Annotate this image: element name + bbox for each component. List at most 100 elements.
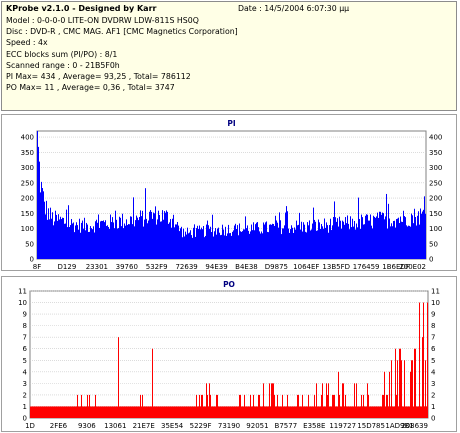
po-bar bbox=[32, 406, 33, 418]
po-bar bbox=[94, 406, 95, 418]
pi-bar bbox=[299, 212, 300, 259]
pi-bar bbox=[288, 228, 289, 259]
pi-bar bbox=[220, 235, 221, 259]
pi-bar bbox=[406, 225, 407, 259]
pi-bar bbox=[355, 229, 356, 259]
pi-bar bbox=[289, 232, 290, 259]
po-bar bbox=[393, 406, 394, 418]
po-chart-title: PO bbox=[223, 280, 235, 289]
pi-xtick: 8F bbox=[33, 263, 41, 270]
pi-bar bbox=[216, 234, 217, 259]
pi-bar bbox=[121, 226, 122, 259]
po-bar bbox=[245, 406, 246, 418]
po-bar bbox=[320, 406, 321, 418]
po-xtick: B7577 bbox=[275, 422, 298, 430]
pi-ytick-right: 250 bbox=[429, 179, 442, 187]
po-bar bbox=[291, 406, 292, 418]
po-bar bbox=[114, 406, 115, 418]
pi-bar bbox=[128, 224, 129, 259]
po-bar bbox=[130, 406, 131, 418]
po-ytick-left: 11 bbox=[18, 288, 27, 296]
pi-bar bbox=[200, 229, 201, 259]
po-bar bbox=[310, 406, 311, 418]
po-bar bbox=[36, 406, 37, 418]
po-bar bbox=[228, 406, 229, 418]
po-bar bbox=[217, 394, 218, 418]
pi-bar bbox=[284, 225, 285, 259]
pi-bar bbox=[388, 203, 389, 259]
pi-bar bbox=[166, 210, 167, 259]
pi-bar bbox=[47, 219, 48, 259]
pi-bar bbox=[114, 228, 115, 259]
pi-bar bbox=[297, 225, 298, 259]
pi-bar bbox=[131, 216, 132, 259]
po-bar bbox=[63, 406, 64, 418]
pi-bar bbox=[379, 211, 380, 259]
po-bar bbox=[365, 406, 366, 418]
pi-bar bbox=[333, 216, 334, 259]
po-bar bbox=[225, 406, 226, 418]
po-bar bbox=[103, 406, 104, 418]
pi-bar bbox=[267, 231, 268, 259]
po-bar bbox=[406, 406, 407, 418]
po-bar bbox=[312, 406, 313, 418]
po-bar bbox=[156, 406, 157, 418]
pi-bar bbox=[195, 236, 196, 259]
po-bar bbox=[348, 406, 349, 418]
po-bar bbox=[107, 406, 108, 418]
pi-bar bbox=[393, 220, 394, 259]
pi-bar bbox=[45, 214, 46, 259]
po-bar bbox=[65, 406, 66, 418]
pi-bar bbox=[317, 230, 318, 259]
po-bar bbox=[415, 348, 416, 418]
pi-bar bbox=[48, 208, 49, 259]
po-bar bbox=[235, 406, 236, 418]
po-bar bbox=[361, 394, 362, 418]
po-bar bbox=[139, 406, 140, 418]
pi-bar bbox=[73, 222, 74, 259]
po-bar bbox=[158, 406, 159, 418]
pi-bar bbox=[320, 228, 321, 259]
pi-bar bbox=[293, 232, 294, 259]
pi-bar bbox=[321, 223, 322, 259]
po-bar bbox=[384, 371, 385, 418]
po-bar bbox=[275, 406, 276, 418]
pi-bar bbox=[367, 214, 368, 259]
pi-bar bbox=[256, 222, 257, 259]
po-bar bbox=[202, 394, 203, 418]
pi-bar bbox=[280, 220, 281, 259]
po-bar bbox=[352, 406, 353, 418]
po-xtick: 15D785 bbox=[357, 422, 385, 430]
pi-bar bbox=[292, 227, 293, 259]
po-bar bbox=[78, 406, 79, 418]
pi-bar bbox=[328, 232, 329, 259]
po-bar bbox=[142, 394, 143, 418]
po-bar bbox=[113, 406, 114, 418]
pi-bar bbox=[104, 222, 105, 259]
po-bar bbox=[72, 406, 73, 418]
pi-bar bbox=[383, 213, 384, 259]
pi-bar bbox=[204, 237, 205, 259]
po-bar bbox=[160, 406, 161, 418]
po-bar bbox=[390, 406, 391, 418]
po-bar bbox=[281, 406, 282, 418]
pi-bar bbox=[203, 226, 204, 259]
pi-bar bbox=[398, 217, 399, 259]
pi-bar bbox=[354, 220, 355, 259]
pi-bar bbox=[377, 212, 378, 259]
pi-bar bbox=[189, 232, 190, 259]
pi-bar bbox=[272, 223, 273, 259]
pi-bar bbox=[151, 211, 152, 259]
pi-bar bbox=[84, 217, 85, 259]
pi-bar bbox=[79, 218, 80, 259]
po-bar bbox=[241, 406, 242, 418]
po-bar bbox=[422, 337, 423, 418]
po-bar bbox=[116, 406, 117, 418]
po-bar bbox=[206, 383, 207, 418]
po-bar bbox=[263, 383, 264, 418]
po-bar bbox=[268, 406, 269, 418]
pi-bar bbox=[111, 222, 112, 259]
po-bar bbox=[321, 394, 322, 418]
po-bar bbox=[358, 406, 359, 418]
po-bar bbox=[387, 394, 388, 418]
